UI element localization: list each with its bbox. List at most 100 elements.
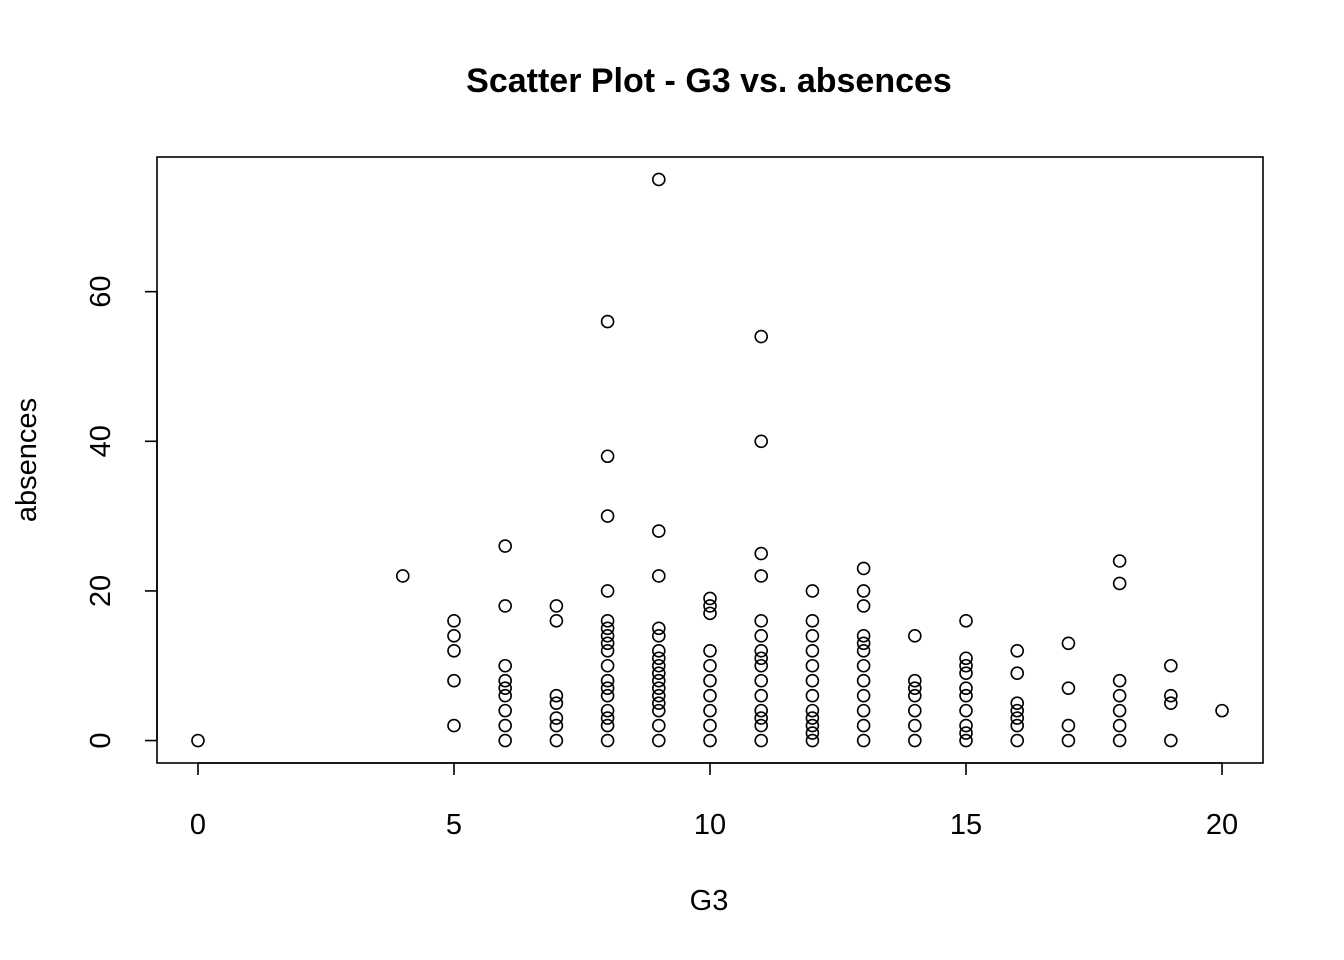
data-point — [651, 718, 666, 733]
data-point — [1061, 718, 1076, 733]
data-point — [1010, 711, 1025, 725]
data-point — [498, 681, 512, 695]
data-point — [703, 703, 717, 718]
data-point — [805, 629, 820, 643]
data-point — [651, 629, 666, 643]
data-point — [754, 673, 769, 688]
data-point — [600, 733, 615, 748]
data-point — [959, 666, 973, 681]
data-point — [651, 733, 666, 748]
data-point — [1215, 703, 1229, 718]
data-point — [600, 584, 615, 598]
data-point — [651, 172, 666, 187]
data-point — [805, 673, 820, 688]
data-point — [498, 658, 512, 673]
data-point — [703, 673, 717, 688]
data-point — [805, 718, 820, 733]
data-point — [908, 703, 922, 718]
data-point — [600, 681, 615, 695]
data-point — [549, 718, 564, 733]
data-point — [703, 606, 717, 621]
data-point — [754, 569, 769, 583]
data-point — [498, 599, 512, 613]
data-point — [1164, 696, 1178, 710]
data-point — [754, 658, 769, 673]
data-point — [447, 614, 461, 628]
data-point — [549, 614, 564, 628]
data-point — [1010, 643, 1025, 658]
data-point — [1112, 703, 1127, 718]
y-axis: 0 20 40 60 — [85, 276, 158, 749]
y-tick-label: 0 — [85, 732, 117, 748]
data-point — [959, 718, 973, 733]
data-point — [395, 569, 410, 583]
data-point — [1112, 718, 1127, 733]
data-point — [600, 711, 615, 725]
data-point — [856, 658, 871, 673]
data-point — [600, 658, 615, 673]
data-point — [651, 651, 666, 666]
data-point — [600, 703, 615, 718]
data-point — [856, 629, 871, 643]
data-point — [600, 688, 615, 703]
data-point — [600, 636, 615, 651]
x-tick-label: 20 — [1206, 809, 1238, 841]
x-tick-label: 5 — [446, 809, 462, 841]
data-point — [908, 718, 922, 733]
data-point — [856, 718, 871, 733]
data-point — [549, 688, 564, 703]
x-axis: 0 5 10 15 20 — [190, 762, 1238, 841]
data-point — [651, 621, 666, 636]
chart-title: Scatter Plot - G3 vs. absences — [466, 62, 952, 100]
data-point — [754, 546, 769, 561]
data-point — [651, 703, 666, 718]
data-point — [959, 681, 973, 695]
data-point — [856, 703, 871, 718]
data-point — [549, 711, 564, 725]
data-point — [651, 696, 666, 710]
data-point — [754, 703, 769, 718]
data-point — [805, 688, 820, 703]
data-point — [1112, 673, 1127, 688]
data-point — [805, 726, 820, 740]
data-point — [754, 651, 769, 666]
data-point — [1010, 703, 1025, 718]
data-point — [191, 733, 205, 748]
data-point — [447, 643, 461, 658]
data-point — [600, 449, 615, 464]
data-point — [447, 718, 461, 733]
data-point — [805, 614, 820, 628]
data-point — [805, 584, 820, 598]
data-point — [1164, 733, 1178, 748]
data-point — [651, 658, 666, 673]
data-point — [498, 688, 512, 703]
data-point — [908, 629, 922, 643]
data-point — [1112, 576, 1127, 591]
data-point — [703, 688, 717, 703]
data-point — [805, 658, 820, 673]
data-point — [908, 733, 922, 748]
data-point — [1061, 636, 1076, 651]
data-point — [498, 718, 512, 733]
data-point — [498, 673, 512, 688]
data-point — [447, 629, 461, 643]
data-point — [1164, 688, 1178, 703]
data-point — [856, 561, 871, 576]
data-point — [856, 636, 871, 651]
data-point — [959, 733, 973, 748]
data-point — [959, 614, 973, 628]
data-point — [754, 614, 769, 628]
y-tick-label: 20 — [85, 575, 117, 607]
data-point — [908, 673, 922, 688]
data-point — [447, 673, 461, 688]
data-point — [856, 584, 871, 598]
data-point — [856, 643, 871, 658]
data-point — [1112, 733, 1127, 748]
data-point — [600, 643, 615, 658]
x-tick-label: 10 — [694, 809, 726, 841]
data-point — [754, 643, 769, 658]
data-point — [1061, 733, 1076, 748]
data-point — [856, 599, 871, 613]
data-point — [1010, 718, 1025, 733]
